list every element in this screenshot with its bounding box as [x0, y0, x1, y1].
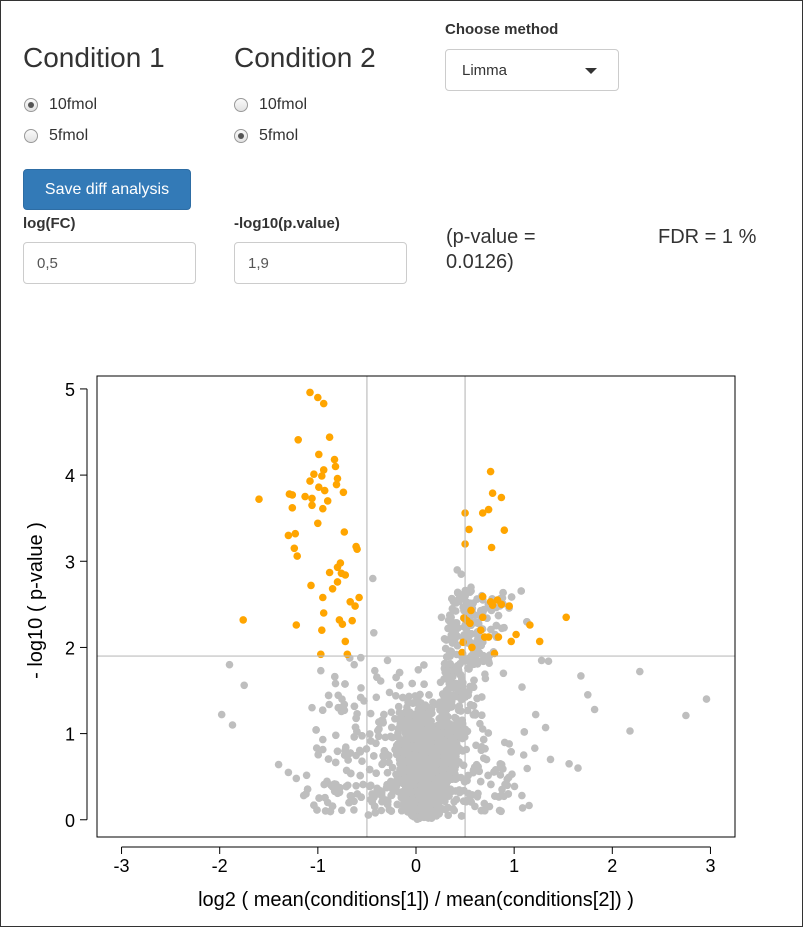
logfc-label: log(FC) — [23, 215, 76, 232]
caret-down-icon — [585, 68, 597, 74]
pvalue-threshold-text: (p-value = 0.0126) — [446, 225, 536, 275]
radio-checked-icon[interactable] — [234, 129, 248, 143]
save-diff-analysis-button[interactable]: Save diff analysis — [23, 169, 191, 210]
condition2-radio-5fmol[interactable]: 5fmol — [234, 127, 298, 145]
radio-label: 10fmol — [49, 96, 98, 113]
pvalue-text-line2: 0.0126) — [446, 251, 514, 273]
radio-unchecked-icon[interactable] — [234, 98, 248, 112]
condition1-title: Condition 1 — [23, 42, 165, 73]
condition1-radio-10fmol[interactable]: 10fmol — [24, 96, 97, 114]
method-select[interactable]: Limma — [445, 49, 619, 91]
pvalue-label: -log10(p.value) — [234, 215, 340, 232]
method-selected-value: Limma — [462, 61, 508, 79]
condition2-radio-10fmol[interactable]: 10fmol — [234, 96, 307, 114]
radio-label: 10fmol — [259, 96, 308, 113]
radio-unchecked-icon[interactable] — [24, 129, 38, 143]
fdr-text: FDR = 1 % — [658, 226, 757, 248]
condition2-title: Condition 2 — [234, 42, 376, 73]
radio-label: 5fmol — [49, 127, 89, 144]
method-label: Choose method — [445, 21, 559, 38]
condition1-radio-5fmol[interactable]: 5fmol — [24, 127, 88, 145]
radio-checked-icon[interactable] — [24, 98, 38, 112]
pvalue-text-line1: (p-value = — [446, 226, 536, 248]
logfc-input[interactable]: 0,5 — [23, 242, 196, 284]
pvalue-input[interactable]: 1,9 — [234, 242, 407, 284]
radio-label: 5fmol — [259, 127, 299, 144]
